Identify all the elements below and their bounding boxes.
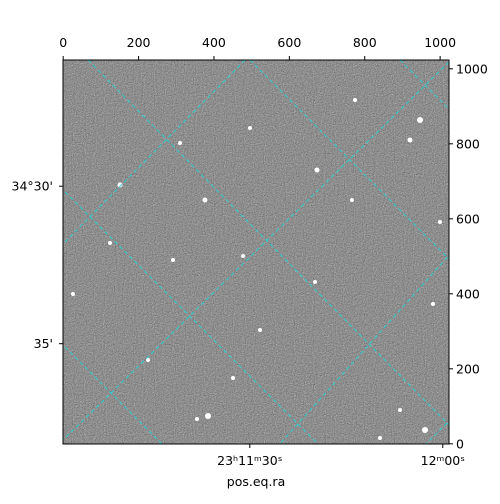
y-tick-label: 0 [456,436,464,451]
x-axis-label: pos.eq.ra [227,474,285,489]
y-tick-label: 800 [456,136,480,151]
y-tick-label: 600 [456,211,480,226]
ra-tick-label: 23ʰ11ᵐ30ˢ [217,453,282,468]
ra-tick-label: 12ᵐ00ˢ [421,453,465,468]
y-tick-label: 1000 [456,61,488,76]
sky-image [63,60,449,444]
x-tick-label: 200 [127,35,151,50]
x-tick-label: 600 [277,35,301,50]
y-tick-label: 400 [456,286,480,301]
x-tick-label: 800 [353,35,377,50]
x-tick-label: 400 [202,35,226,50]
x-tick-label: 0 [59,35,67,50]
y-tick-label: 200 [456,361,480,376]
dec-tick-label: 35' [34,336,53,351]
plot-frame [62,59,450,445]
dec-tick-label: 34°30' [12,179,54,194]
x-tick-label: 1000 [424,35,456,50]
